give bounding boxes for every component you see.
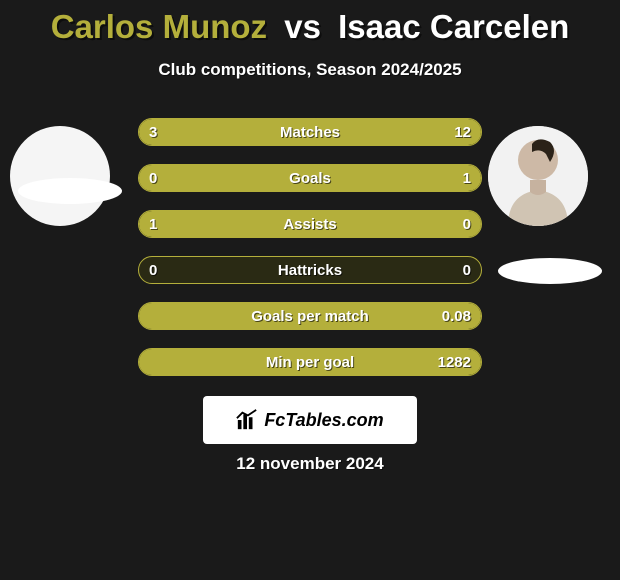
comparison-title: Carlos Munoz vs Isaac Carcelen: [0, 0, 620, 46]
stat-label: Goals per match: [139, 303, 481, 330]
player2-club-ellipse: [498, 258, 602, 284]
stat-label: Matches: [139, 119, 481, 146]
stat-label: Goals: [139, 165, 481, 192]
player1-club-ellipse: [18, 178, 122, 204]
stat-label: Min per goal: [139, 349, 481, 376]
subtitle: Club competitions, Season 2024/2025: [0, 60, 620, 80]
stat-row: 10Assists: [138, 210, 482, 238]
stat-label: Assists: [139, 211, 481, 238]
avatar-placeholder-icon: [488, 126, 588, 226]
stat-row: 1282Min per goal: [138, 348, 482, 376]
vs-separator: vs: [284, 8, 321, 45]
date-label: 12 november 2024: [0, 454, 620, 474]
stat-label: Hattricks: [139, 257, 481, 284]
stat-row: 00Hattricks: [138, 256, 482, 284]
source-badge: FcTables.com: [203, 396, 417, 444]
stat-row: 312Matches: [138, 118, 482, 146]
player2-avatar: [488, 126, 588, 226]
player1-name: Carlos Munoz: [51, 8, 267, 45]
player2-name: Isaac Carcelen: [338, 8, 569, 45]
player1-avatar: [10, 126, 110, 226]
stat-row: 01Goals: [138, 164, 482, 192]
source-badge-text: FcTables.com: [264, 410, 383, 431]
bars-chart-icon: [236, 409, 258, 431]
stat-row: 0.08Goals per match: [138, 302, 482, 330]
stat-bars: 312Matches 01Goals 10Assists 00Hattricks 0.0…: [138, 118, 482, 394]
